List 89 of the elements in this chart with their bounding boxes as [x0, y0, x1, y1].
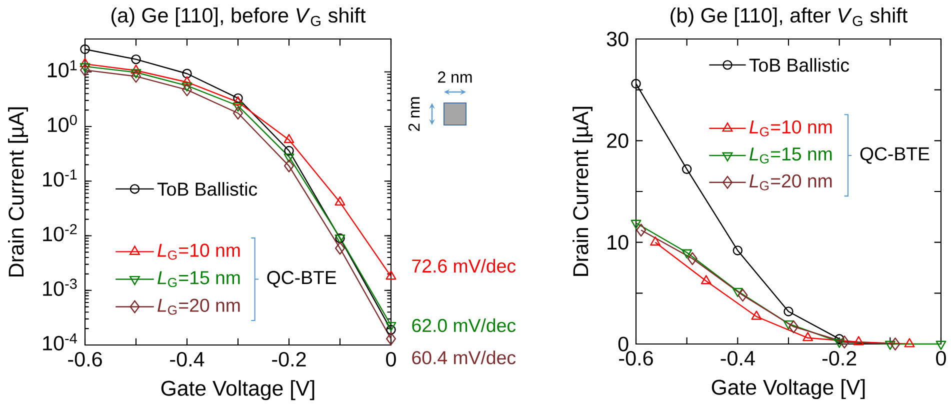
point	[232, 96, 244, 106]
point	[386, 332, 396, 346]
point	[131, 54, 141, 64]
point	[232, 106, 243, 120]
point	[687, 252, 698, 266]
point	[834, 334, 844, 344]
point	[904, 338, 915, 348]
x-tick-label: -0.2	[822, 350, 856, 366]
point	[636, 224, 646, 237]
x-tick-label: 0	[386, 352, 396, 367]
legend-label: L$_{G}$=10 nm	[158, 244, 240, 260]
annotation: QC-BTE	[267, 270, 336, 288]
point	[284, 159, 294, 172]
point	[182, 83, 192, 96]
point	[783, 320, 794, 330]
legend-label: L$_{G}$=15 nm	[158, 271, 240, 288]
x-tick-label: -0.6	[619, 350, 653, 366]
point	[788, 320, 799, 334]
point	[334, 242, 345, 255]
x-tick-label: -0.4	[170, 352, 204, 367]
point	[839, 336, 850, 348]
point	[732, 246, 743, 256]
point	[884, 340, 896, 350]
point	[182, 82, 192, 92]
x-axis-title: Gate Voltage [V]	[161, 380, 314, 400]
text: 60.4 mV/dec	[412, 350, 516, 364]
annotation: QC-BTE	[860, 147, 930, 164]
x-tick-label: -0.6	[68, 352, 102, 367]
point	[738, 288, 748, 302]
y-tick-label: 30	[606, 32, 628, 46]
point	[80, 63, 90, 72]
y-tick-label: 10$^{0}$	[48, 114, 77, 132]
x-tick-label: 0	[936, 350, 946, 366]
point	[80, 44, 90, 54]
y-tick-label: 10	[608, 235, 628, 250]
point	[650, 236, 661, 246]
point	[784, 306, 794, 316]
point	[802, 332, 814, 342]
point	[130, 64, 142, 74]
text: 2 nm	[408, 97, 420, 131]
legend-label: L$_{G}$=20 nm	[749, 174, 832, 190]
point	[284, 153, 294, 163]
chart-title: (a) Ge [110], before V$_{G}$ shift	[112, 7, 366, 27]
legend-label: L$_{G}$=10 nm	[749, 120, 832, 136]
legend-label: ToB Ballistic	[157, 182, 258, 196]
point	[130, 69, 142, 78]
point	[834, 338, 845, 348]
y-tick-label: 10$^{-3}$	[43, 278, 77, 296]
point	[700, 275, 712, 284]
point	[386, 322, 396, 332]
point	[936, 340, 946, 350]
point	[131, 70, 141, 83]
point	[284, 134, 294, 144]
point	[853, 336, 864, 346]
text: 72.6 mV/dec	[412, 258, 516, 273]
legend-label: L$_{G}$=20 nm	[158, 298, 240, 315]
y-axis-title: Drain Current [µA]	[572, 106, 592, 276]
text: 62.0 mV/dec	[412, 318, 516, 332]
y-tick-label: 10$^{-4}$	[43, 333, 77, 351]
point	[182, 68, 192, 78]
x-axis-title: Gate Voltage [V]	[712, 379, 865, 400]
chart-title: (b) Ge [110], after V$_{G}$ shift	[670, 7, 908, 27]
point	[751, 310, 762, 320]
point	[232, 102, 244, 112]
point	[284, 146, 294, 156]
y-tick-label: 20	[607, 133, 628, 148]
point	[630, 220, 642, 229]
y-tick-label: 10$^{-2}$	[43, 224, 77, 242]
x-tick-label: -0.4	[720, 350, 755, 366]
point	[334, 196, 346, 206]
point	[682, 249, 692, 258]
legend-label: L$_{G}$=15 nm	[749, 148, 832, 164]
x-tick-label: -0.2	[272, 352, 306, 367]
point	[182, 76, 192, 86]
y-axis-title: Drain Current [µA]	[8, 107, 28, 276]
legend-label: ToB Ballistic	[749, 58, 850, 72]
y-tick-label: 0	[618, 336, 628, 352]
point	[386, 270, 396, 280]
point	[732, 288, 743, 298]
point	[682, 164, 692, 174]
point	[631, 78, 641, 89]
point	[233, 93, 243, 104]
point	[80, 58, 90, 68]
text: 2 nm	[438, 71, 472, 83]
y-tick-label: 10$^{-1}$	[43, 170, 77, 187]
point	[80, 64, 90, 77]
y-tick-label: 10$^{1}$	[48, 60, 77, 78]
point	[386, 324, 396, 335]
point	[890, 338, 900, 350]
